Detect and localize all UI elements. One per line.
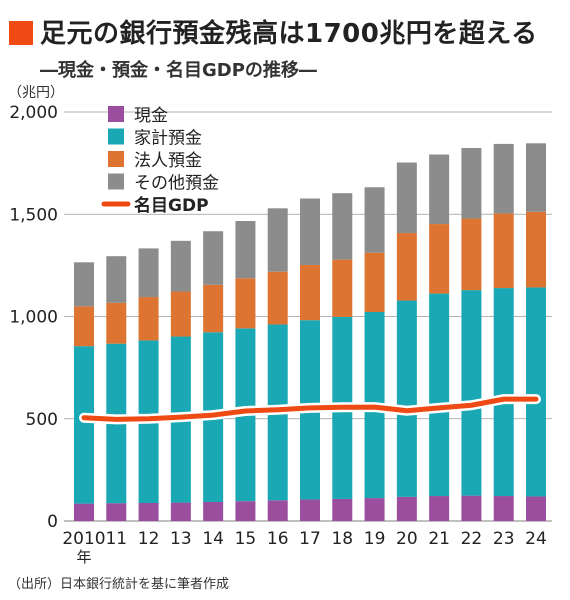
legend-swatch bbox=[108, 151, 124, 167]
bar-segment bbox=[300, 264, 320, 321]
bar-segment bbox=[235, 220, 256, 279]
bar-segment bbox=[106, 256, 127, 303]
x-tick-label: 12 bbox=[138, 529, 160, 549]
bar-segment bbox=[170, 291, 191, 337]
legend-swatch bbox=[108, 106, 124, 122]
bar-segment bbox=[138, 503, 159, 521]
x-tick-label: 16 bbox=[267, 529, 289, 549]
bar-segment bbox=[526, 211, 546, 288]
bar-segment bbox=[138, 248, 159, 298]
bar-segment bbox=[332, 193, 353, 260]
bar-segment bbox=[138, 297, 159, 341]
bar-segment bbox=[429, 293, 450, 497]
source-note: （出所）日本銀行統計を基に筆者作成 bbox=[8, 577, 230, 592]
bar-segment bbox=[74, 346, 94, 504]
bar-segment bbox=[235, 501, 256, 521]
legend-swatch bbox=[108, 173, 124, 190]
bar-segment bbox=[396, 300, 417, 497]
bar-segment bbox=[493, 496, 514, 521]
x-tick-label: 2010 bbox=[62, 529, 105, 549]
bar-segment bbox=[461, 218, 482, 291]
x-tick-label: 21 bbox=[428, 529, 450, 549]
bar-segment bbox=[461, 147, 482, 219]
legend-label: 家計預金 bbox=[134, 129, 202, 149]
bar-segment bbox=[396, 496, 417, 521]
bar-segment bbox=[106, 503, 127, 521]
x-tick-label: 24 bbox=[525, 529, 547, 549]
legend-swatch bbox=[108, 128, 124, 145]
bar-segment bbox=[364, 252, 385, 313]
chart-title: 足元の銀行預金残高は1700兆円を超える bbox=[40, 19, 538, 49]
x-tick-label: 19 bbox=[364, 529, 386, 549]
legend-label: 名目GDP bbox=[134, 195, 209, 216]
bar-segment bbox=[267, 500, 288, 521]
bar-segment bbox=[493, 288, 514, 497]
bar-segment bbox=[429, 154, 450, 225]
gdp-line bbox=[81, 396, 539, 422]
bar-segment bbox=[170, 502, 191, 521]
bar-segment bbox=[267, 208, 288, 272]
bar-segment bbox=[461, 495, 482, 521]
legend-label: その他預金 bbox=[134, 174, 219, 194]
y-axis-unit: （兆円） bbox=[8, 85, 64, 101]
legend-label: 法人預金 bbox=[134, 151, 202, 171]
x-tick-label: 17 bbox=[299, 529, 321, 549]
bar-segment bbox=[332, 498, 353, 521]
bar-segment bbox=[429, 224, 450, 294]
bar-segment bbox=[526, 496, 546, 521]
bar-segment bbox=[526, 287, 546, 497]
x-tick-label: 13 bbox=[170, 529, 192, 549]
bar-segment bbox=[170, 240, 191, 292]
y-tick-label: 1,500 bbox=[9, 205, 58, 225]
bar-segment bbox=[396, 233, 417, 301]
title-marker bbox=[9, 21, 33, 45]
legend-label: 現金 bbox=[134, 106, 168, 126]
bar-segment bbox=[364, 187, 385, 253]
bar-segment bbox=[332, 259, 353, 317]
chart-subtitle: ―現金・預金・名目GDPの推移― bbox=[40, 60, 317, 81]
bar-segment bbox=[74, 306, 94, 347]
bar-segment bbox=[461, 290, 482, 496]
gdp-line-layer bbox=[79, 394, 541, 425]
axes: 0 500 1,000 1,500 2,000 2010 11 12 13 14 15 16 17 18 1… bbox=[9, 103, 546, 566]
x-tick-label: 23 bbox=[493, 529, 515, 549]
bar-segment bbox=[203, 231, 224, 285]
y-tick-label: 2,000 bbox=[9, 103, 58, 123]
y-tick-label: 1,000 bbox=[9, 308, 58, 328]
bar-segment bbox=[526, 143, 546, 212]
x-tick-label: 14 bbox=[202, 529, 224, 549]
bar-segment bbox=[300, 198, 320, 265]
y-tick-label: 500 bbox=[26, 410, 58, 430]
bar-segment bbox=[74, 262, 94, 307]
bar-segment bbox=[74, 503, 94, 521]
bar-segment bbox=[396, 162, 417, 234]
bar-segment bbox=[429, 496, 450, 521]
bar-segment bbox=[493, 143, 514, 214]
x-tick-label: 11 bbox=[105, 529, 127, 549]
y-tick-label: 0 bbox=[47, 512, 58, 532]
x-tick-label: 15 bbox=[235, 529, 257, 549]
x-tick-label: 18 bbox=[331, 529, 353, 549]
bar-segment bbox=[493, 213, 514, 289]
x-tick-label: 20 bbox=[396, 529, 418, 549]
bar-segment bbox=[235, 278, 256, 329]
x-axis-suffix: 年 bbox=[76, 548, 91, 566]
bar-segment bbox=[300, 499, 320, 521]
bar-segment bbox=[106, 302, 127, 344]
bar-segment bbox=[203, 284, 224, 333]
bar-segment bbox=[203, 501, 224, 521]
x-tick-label: 22 bbox=[461, 529, 483, 549]
bar-segment bbox=[267, 271, 288, 325]
bar-segment bbox=[364, 498, 385, 521]
